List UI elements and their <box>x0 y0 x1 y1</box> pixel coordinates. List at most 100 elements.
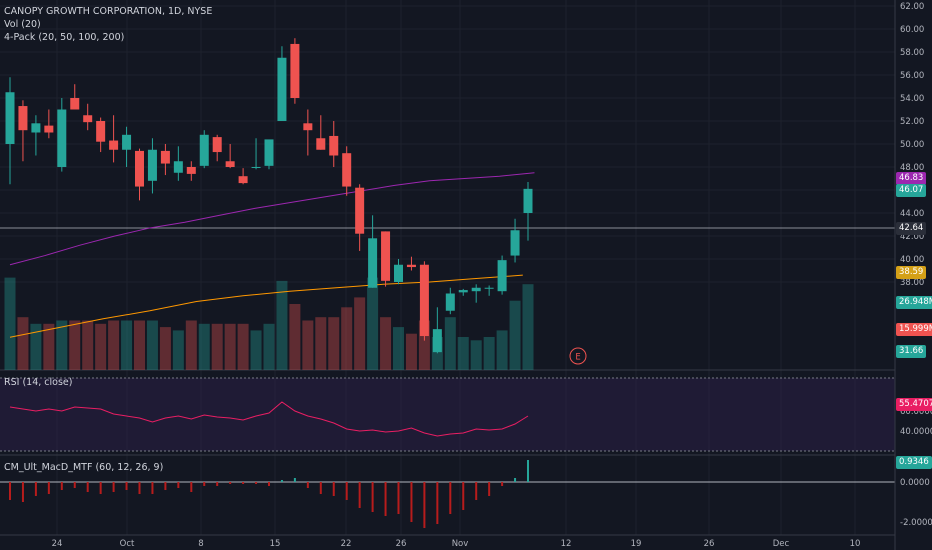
time-tick-label: 10 <box>850 539 861 549</box>
candle-body <box>109 140 119 150</box>
volume-bar <box>444 317 456 370</box>
candle-body <box>135 150 144 187</box>
volume-bar <box>431 337 443 370</box>
volume-bar <box>496 330 508 370</box>
price-tag: 42.64 <box>896 222 927 235</box>
axis-labels: 62.00 60.00 58.00 56.00 54.00 52.00 50.00 48.00… <box>52 2 932 549</box>
candle-body <box>277 57 287 121</box>
candle-body <box>368 238 378 288</box>
macd-histogram <box>9 460 529 528</box>
volume-bar <box>95 323 107 370</box>
candle-body <box>510 230 520 256</box>
candles[interactable] <box>5 38 533 354</box>
rsi-tick-label: 60.0000 <box>900 407 932 417</box>
price-tick-label: 42.00 <box>900 232 924 242</box>
time-tick-label: 15 <box>270 539 281 549</box>
volume-bar <box>522 284 534 370</box>
candle-body <box>186 167 196 174</box>
candle-body <box>5 92 15 144</box>
volume-bar <box>263 323 275 370</box>
volume-bar <box>302 320 314 370</box>
price-tick-label: 48.00 <box>900 163 924 173</box>
candle-body <box>290 43 300 98</box>
volume-bar <box>354 297 366 370</box>
candle-body <box>199 134 209 166</box>
candle-body <box>225 161 235 167</box>
candle-body <box>523 188 533 213</box>
earnings-marker[interactable]: E <box>569 347 587 365</box>
volume-bar <box>185 320 197 370</box>
price-tag: 15.999M <box>896 323 932 336</box>
volume-bar <box>276 280 288 370</box>
volume-bar <box>237 323 249 370</box>
price-tag: 31.66 <box>896 345 927 358</box>
candle-body <box>212 137 222 153</box>
volume-bar <box>341 307 353 370</box>
macd-value-tag: 0.9346 <box>896 456 932 469</box>
candle-body <box>44 125 54 133</box>
candle-body <box>458 290 468 293</box>
time-tick-label: 22 <box>341 539 352 549</box>
price-tag: 46.07 <box>896 184 927 197</box>
candle-body <box>342 153 352 187</box>
volume-bar <box>224 323 236 370</box>
candle-body <box>316 138 326 150</box>
rsi-legend[interactable]: RSI (14, close) <box>4 377 73 388</box>
volume-bar <box>108 320 120 370</box>
candle-body <box>432 329 442 353</box>
candle-body <box>57 109 67 167</box>
volume-bar <box>82 320 94 370</box>
volume-bar <box>380 317 392 370</box>
time-tick-label: 26 <box>396 539 407 549</box>
candle-body <box>96 121 106 142</box>
moving-averages <box>9 172 535 338</box>
price-tick-label: 62.00 <box>900 2 924 12</box>
chart-title[interactable]: CANOPY GROWTH CORPORATION, 1D, NYSE <box>4 6 213 17</box>
time-tick-label: 12 <box>561 539 572 549</box>
volume-bar <box>328 317 340 370</box>
time-tick-label: Oct <box>120 539 135 549</box>
volume-bar <box>211 323 223 370</box>
macd-legend[interactable]: CM_Ult_MacD_MTF (60, 12, 26, 9) <box>4 462 164 473</box>
candle-body <box>355 187 365 234</box>
volume-bar <box>315 317 327 370</box>
volume-legend[interactable]: Vol (20) <box>4 19 41 30</box>
price-tick-label: 52.00 <box>900 117 924 127</box>
rsi-polyline <box>9 401 529 437</box>
volume-bar <box>470 340 482 370</box>
price-tick-label: 50.00 <box>900 140 924 150</box>
volume-bar <box>457 337 469 370</box>
candle-body <box>497 260 507 292</box>
price-tick-label: 56.00 <box>900 71 924 81</box>
time-tick-label: 26 <box>704 539 715 549</box>
volume-bars <box>4 277 534 370</box>
candle-body <box>394 264 403 282</box>
macd-tick-label: 0.0000 <box>900 478 930 488</box>
candle-body <box>31 123 41 133</box>
ma-legend[interactable]: 4-Pack (20, 50, 100, 200) <box>4 32 125 43</box>
price-tag: 46.83 <box>896 172 927 185</box>
volume-bar <box>172 330 184 370</box>
candle-body <box>160 150 170 164</box>
volume-bar <box>56 320 68 370</box>
time-tick-label: 24 <box>52 539 63 549</box>
price-tick-label: 54.00 <box>900 94 924 104</box>
candle-body <box>329 135 339 156</box>
candle-body <box>238 176 248 184</box>
candle-body <box>406 264 416 268</box>
ma-line-orange <box>9 274 523 338</box>
price-tick-label: 60.00 <box>900 25 924 35</box>
volume-bar <box>418 320 430 370</box>
candle-body <box>381 231 391 281</box>
time-tick-label: 8 <box>198 539 203 549</box>
candle-body <box>419 264 429 337</box>
candle-body <box>147 149 157 181</box>
volume-bar <box>159 327 171 370</box>
volume-bar <box>146 320 158 370</box>
volume-bar <box>405 333 417 370</box>
candle-body <box>18 106 28 131</box>
price-tick-label: 58.00 <box>900 48 924 58</box>
rsi-line <box>9 401 529 437</box>
candle-body <box>264 139 274 166</box>
